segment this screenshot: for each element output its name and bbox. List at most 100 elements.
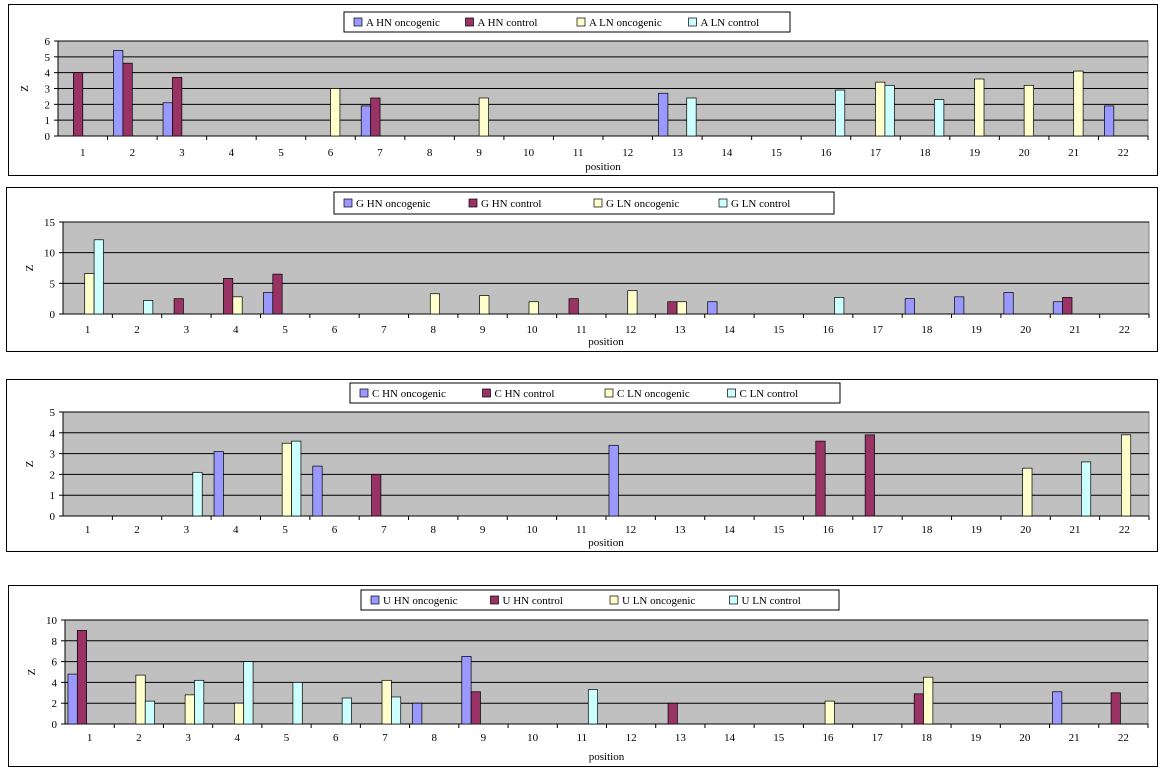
chart-a-bar-4-pos-17 bbox=[884, 84, 895, 137]
chart-a-xtick-label: 14 bbox=[721, 147, 733, 159]
chart-g-ytick-label: 15 bbox=[44, 217, 56, 229]
chart-a-bar-1-pos-13 bbox=[658, 92, 669, 137]
chart-u-legend-label-4: U LN control bbox=[742, 595, 801, 607]
chart-c-xtick-label: 17 bbox=[872, 524, 884, 536]
chart-c-xtick-label: 8 bbox=[430, 524, 436, 536]
chart-a-xtick-label: 3 bbox=[179, 147, 185, 159]
chart-u-xtick-label: 22 bbox=[1118, 732, 1129, 744]
chart-u-xtick-label: 5 bbox=[284, 732, 290, 744]
chart-a-bar-1-pos-7 bbox=[360, 105, 371, 137]
chart-u-xtick-label: 20 bbox=[1019, 732, 1031, 744]
chart-a-bar-3-pos-9 bbox=[478, 97, 489, 137]
chart-a-xtick-label: 17 bbox=[870, 147, 882, 159]
chart-a-bar-4-pos-13 bbox=[686, 97, 697, 137]
chart-a-bar-2-pos-7 bbox=[370, 97, 381, 137]
chart-g-xtick-label: 4 bbox=[233, 324, 239, 336]
chart-g-bar-2-pos-3 bbox=[173, 298, 184, 315]
chart-c-legend-label-2: C HN control bbox=[495, 388, 555, 400]
chart-u-xtick-label: 10 bbox=[527, 732, 539, 744]
chart-a-xtick-label: 13 bbox=[672, 147, 684, 159]
chart-a-xtick-label: 18 bbox=[920, 147, 932, 159]
chart-a-ytick-label: 5 bbox=[45, 52, 51, 64]
chart-c-bar-3-pos-22 bbox=[1121, 434, 1132, 517]
chart-c-ytick-label: 4 bbox=[50, 428, 56, 440]
chart-g-bar-1-pos-20 bbox=[1003, 292, 1014, 315]
chart-u-xtick-label: 6 bbox=[333, 732, 339, 744]
chart-c-xtick-label: 11 bbox=[576, 524, 587, 536]
chart-u-xtick-label: 14 bbox=[724, 732, 736, 744]
chart-u-xlabel: position bbox=[589, 751, 625, 763]
chart-u-plot-area bbox=[64, 619, 1149, 725]
chart-a-xtick-label: 20 bbox=[1019, 147, 1031, 159]
chart-g-bar-3-pos-13 bbox=[676, 301, 687, 315]
chart-c-xtick-label: 9 bbox=[480, 524, 486, 536]
chart-g-bar-3-pos-8 bbox=[429, 293, 440, 315]
chart-u-legend-label-1: U HN oncogenic bbox=[383, 595, 458, 607]
chart-u-bar-3-pos-16 bbox=[824, 700, 835, 725]
chart-c-legend-label-1: C HN oncogenic bbox=[372, 388, 446, 400]
chart-u-bar-3-pos-3 bbox=[184, 694, 195, 725]
chart-g-xtick-label: 10 bbox=[526, 324, 538, 336]
chart-g-xtick-label: 5 bbox=[282, 324, 288, 336]
chart-g-xtick-label: 11 bbox=[576, 324, 587, 336]
chart-c-xtick-label: 4 bbox=[233, 524, 239, 536]
chart-u-bar-3-pos-18 bbox=[923, 676, 934, 725]
chart-u-xtick-label: 3 bbox=[185, 732, 191, 744]
chart-g-bar-3-pos-12 bbox=[627, 290, 638, 315]
chart-a-bar-4-pos-18 bbox=[934, 99, 945, 137]
chart-u-legend bbox=[360, 589, 840, 611]
chart-u-xtick-label: 11 bbox=[577, 732, 588, 744]
chart-g-legend-label-1: G HN oncogenic bbox=[356, 198, 431, 210]
chart-u-xtick-label: 15 bbox=[773, 732, 785, 744]
chart-panel-u: 0 2 4 6 8 10 Z 1 2 3 4 5 6 7 8 9 10 11 12 13 14 15 16 17 18 19 20 2… bbox=[8, 585, 1158, 767]
chart-a-xtick-label: 11 bbox=[573, 147, 584, 159]
chart-g-bar-1-pos-14 bbox=[707, 301, 718, 315]
chart-a-ytick-label: 6 bbox=[45, 36, 51, 48]
chart-a-legend-swatch-2 bbox=[465, 17, 474, 27]
chart-a-xtick-label: 16 bbox=[820, 147, 832, 159]
chart-a-xtick-label: 21 bbox=[1068, 147, 1079, 159]
chart-u-legend-swatch-3 bbox=[609, 595, 619, 605]
chart-u-xtick-label: 1 bbox=[87, 732, 93, 744]
chart-g-bar-4-pos-1 bbox=[93, 239, 104, 315]
chart-g-xtick-label: 6 bbox=[332, 324, 338, 336]
chart-a-ytick-label: 2 bbox=[45, 99, 51, 111]
chart-u-xtick-label: 8 bbox=[431, 732, 437, 744]
chart-u-legend-swatch-1 bbox=[370, 595, 380, 605]
chart-u-ytick-label: 6 bbox=[52, 657, 58, 669]
chart-a-bar-2-pos-1 bbox=[73, 72, 84, 137]
chart-u-bar-1-pos-21 bbox=[1052, 691, 1063, 725]
chart-c-ytick-label: 1 bbox=[50, 490, 56, 502]
chart-u-legend-label-3: U LN oncogenic bbox=[622, 595, 695, 607]
chart-c-legend-swatch-3 bbox=[604, 388, 614, 398]
chart-u-xtick-label: 17 bbox=[872, 732, 884, 744]
chart-u-bar-3-pos-7 bbox=[381, 679, 392, 725]
chart-g-legend-swatch-1 bbox=[343, 198, 353, 208]
chart-g-ytick-label: 10 bbox=[44, 248, 56, 260]
chart-u-ytick-label: 0 bbox=[52, 719, 58, 731]
chart-c-ytick-label: 0 bbox=[50, 511, 56, 523]
chart-c-xtick-label: 3 bbox=[184, 524, 190, 536]
chart-a-xtick-label: 5 bbox=[278, 147, 284, 159]
chart-g-xtick-label: 21 bbox=[1069, 324, 1080, 336]
chart-g-xtick-label: 19 bbox=[971, 324, 983, 336]
chart-c-xtick-label: 5 bbox=[282, 524, 288, 536]
chart-u-xtick-label: 19 bbox=[970, 732, 982, 744]
chart-a-legend-label-2: A HN control bbox=[478, 17, 538, 29]
chart-g-bar-2-pos-13 bbox=[667, 301, 678, 315]
chart-u-bar-4-pos-6 bbox=[341, 697, 352, 725]
chart-u-xtick-label: 9 bbox=[481, 732, 487, 744]
chart-u-bar-3-pos-4 bbox=[233, 702, 245, 725]
chart-c-plot-area bbox=[62, 411, 1150, 517]
chart-g-xtick-label: 12 bbox=[625, 324, 636, 336]
chart-g-xtick-label: 17 bbox=[872, 324, 884, 336]
chart-u-bar-3-pos-2 bbox=[135, 674, 146, 725]
chart-c-bar-4-pos-21 bbox=[1081, 461, 1092, 517]
chart-g-ylabel: Z bbox=[24, 264, 36, 271]
chart-u-xtick-label: 18 bbox=[921, 732, 933, 744]
chart-g-legend-label-4: G LN control bbox=[731, 198, 790, 210]
chart-c-bar-3-pos-20 bbox=[1022, 467, 1033, 517]
chart-c-ylabel: Z bbox=[24, 460, 36, 467]
chart-g-xtick-label: 9 bbox=[480, 324, 486, 336]
